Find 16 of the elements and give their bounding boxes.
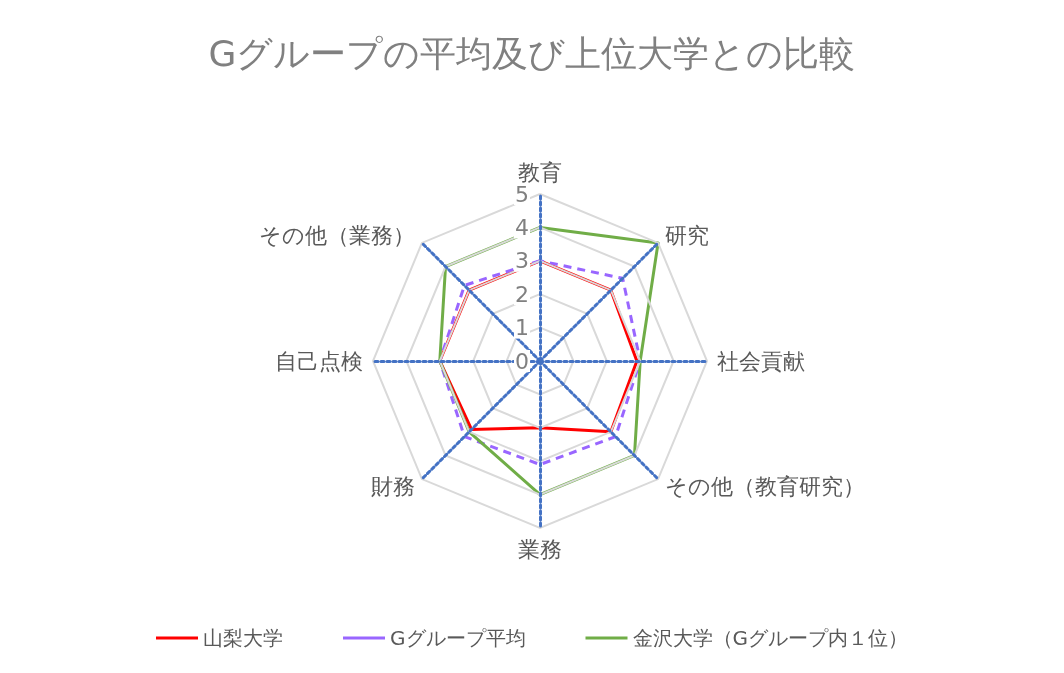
legend-label: Gグループ平均 bbox=[390, 626, 526, 650]
spoke-label: 研究 bbox=[665, 223, 710, 249]
spoke-label: 業務 bbox=[518, 536, 562, 562]
legend-label: 金沢大学（Gグループ内１位） bbox=[632, 626, 908, 650]
y-tick-label: 2 bbox=[515, 281, 529, 307]
spoke-label: その他（業務） bbox=[258, 223, 415, 249]
y-tick-label: 4 bbox=[515, 214, 529, 240]
spoke-label: 財務 bbox=[370, 473, 415, 499]
spoke-label: 自己点検 bbox=[275, 348, 363, 374]
spoke-label: 社会貢献 bbox=[717, 348, 805, 374]
y-tick-label: 0 bbox=[515, 348, 529, 374]
spoke-label: その他（教育研究） bbox=[665, 473, 866, 499]
y-tick-label: 1 bbox=[515, 315, 529, 341]
y-tick-label: 3 bbox=[515, 248, 529, 274]
chart-title: Gグループの平均及び上位大学との比較 bbox=[208, 32, 856, 74]
legend-label: 山梨大学 bbox=[203, 626, 283, 650]
